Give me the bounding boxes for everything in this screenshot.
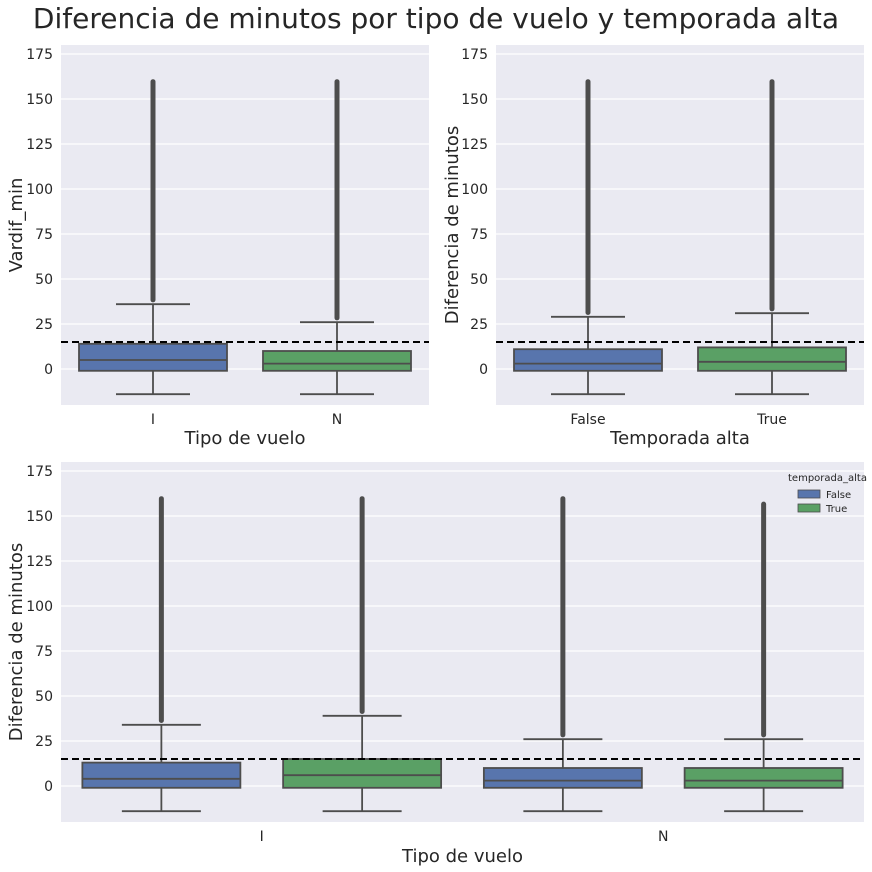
x-tick-label: I bbox=[151, 412, 155, 428]
x-tick-label: False bbox=[570, 412, 605, 428]
legend-swatch bbox=[797, 503, 821, 513]
y-tick-label: 150 bbox=[26, 92, 53, 108]
box-iqr bbox=[262, 350, 412, 372]
box-n-false bbox=[482, 496, 643, 813]
plot-area bbox=[496, 45, 864, 405]
x-tick-label: I bbox=[260, 829, 264, 845]
y-tick-label: 150 bbox=[461, 92, 488, 108]
box-iqr bbox=[482, 767, 643, 789]
box-n bbox=[262, 79, 412, 396]
y-axis-label: Diferencia de minutos bbox=[6, 543, 27, 741]
box-i-true bbox=[282, 496, 443, 813]
x-tick-label: N bbox=[658, 829, 668, 845]
y-axis-label: Diferencia de minutos bbox=[442, 126, 463, 324]
y-tick-label: 25 bbox=[35, 734, 53, 750]
box-iqr bbox=[78, 342, 228, 372]
y-tick-label: 25 bbox=[35, 317, 53, 333]
legend-label: True bbox=[825, 504, 847, 515]
y-tick-label: 0 bbox=[44, 362, 53, 378]
box-i-false bbox=[81, 496, 242, 813]
box-iqr bbox=[282, 758, 443, 789]
box-iqr bbox=[513, 348, 663, 372]
y-tick-label: 50 bbox=[35, 272, 53, 288]
subplot-tipo-de-vuelo: 0 25 50 75 100 125 150 175 I N Tipo de vuelo Vardif… bbox=[6, 45, 429, 449]
x-tick-label: N bbox=[332, 412, 342, 428]
legend-title: temporada_alta bbox=[788, 473, 867, 484]
x-tick-label: True bbox=[756, 412, 787, 428]
y-tick-label: 175 bbox=[26, 464, 53, 480]
y-tick-label: 175 bbox=[461, 47, 488, 63]
outlier-points bbox=[158, 496, 164, 723]
subplot-temporada-alta: 0 25 50 75 100 125 150 175 False True Temporada al… bbox=[442, 45, 864, 449]
y-tick-label: 175 bbox=[26, 47, 53, 63]
y-tick-label: 50 bbox=[35, 689, 53, 705]
x-axis-label: Temporada alta bbox=[609, 428, 750, 449]
y-tick-label: 25 bbox=[470, 317, 488, 333]
y-tick-label: 75 bbox=[35, 227, 53, 243]
y-tick-label: 125 bbox=[26, 554, 53, 570]
y-tick-label: 100 bbox=[26, 599, 53, 615]
y-tick-label: 100 bbox=[461, 182, 488, 198]
y-tick-label: 75 bbox=[470, 227, 488, 243]
box-true bbox=[697, 79, 847, 396]
outlier-points bbox=[560, 496, 566, 738]
legend-swatch bbox=[797, 489, 821, 499]
y-axis-label: Vardif_min bbox=[6, 178, 27, 273]
y-tick-label: 0 bbox=[44, 779, 53, 795]
outlier-points bbox=[769, 79, 775, 312]
outlier-points bbox=[761, 501, 767, 738]
box-false bbox=[513, 79, 663, 396]
box-iqr bbox=[683, 767, 844, 789]
y-tick-label: 150 bbox=[26, 509, 53, 525]
y-tick-label: 125 bbox=[461, 137, 488, 153]
figure-title: Diferencia de minutos por tipo de vuelo … bbox=[33, 2, 839, 35]
subplot-tipo-de-vuelo-por-temporada: 0 25 50 75 100 125 150 175 I N Tipo de vuelo Difere… bbox=[6, 462, 867, 867]
outlier-points bbox=[585, 79, 591, 315]
x-axis-label: Tipo de vuelo bbox=[401, 846, 523, 867]
box-i bbox=[78, 79, 228, 396]
y-tick-label: 50 bbox=[470, 272, 488, 288]
x-axis-label: Tipo de vuelo bbox=[184, 428, 306, 449]
box-iqr bbox=[81, 761, 242, 789]
y-tick-label: 100 bbox=[26, 182, 53, 198]
y-tick-label: 75 bbox=[35, 644, 53, 660]
outlier-points bbox=[334, 79, 340, 321]
y-tick-label: 125 bbox=[26, 137, 53, 153]
outlier-points bbox=[359, 496, 365, 714]
box-n-true bbox=[683, 501, 844, 813]
y-tick-label: 0 bbox=[479, 362, 488, 378]
outlier-points bbox=[150, 79, 156, 303]
legend: temporada_alta False True bbox=[788, 473, 867, 515]
box-iqr bbox=[697, 346, 847, 372]
legend-label: False bbox=[826, 490, 851, 501]
